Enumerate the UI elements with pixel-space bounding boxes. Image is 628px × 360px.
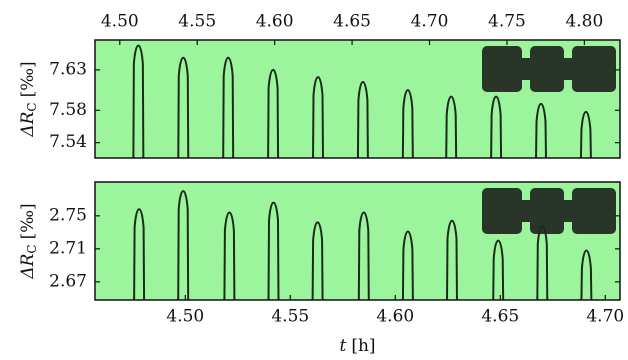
x-tick-label: 4.80 [565, 12, 603, 32]
x-tick-label: 4.65 [333, 12, 371, 32]
x-tick-label: 4.65 [481, 307, 519, 327]
y-tick-label: 2.75 [49, 205, 87, 225]
specimen-inset [482, 188, 616, 234]
x-label-var: t [339, 336, 346, 356]
specimen-band [502, 58, 602, 80]
y-tick-label: 2.67 [49, 271, 87, 291]
x-tick-label: 4.75 [488, 12, 526, 32]
x-tick-label: 4.60 [256, 12, 294, 32]
x-axis-label: t[h] [339, 336, 375, 356]
y-label-sub: C [25, 102, 39, 111]
y-label-unit: [‰] [18, 61, 38, 97]
y-tick-label: 7.54 [49, 132, 87, 152]
x-tick-label: 4.55 [271, 307, 309, 327]
y-tick-label: 7.58 [49, 100, 87, 120]
x-tick-label: 4.60 [376, 307, 414, 327]
x-tick-label: 4.55 [178, 12, 216, 32]
x-tick-label: 4.70 [586, 307, 624, 327]
y-axis-label: ΔRC [‰] [18, 203, 39, 279]
x-label-unit: [h] [351, 336, 375, 356]
x-tick-label: 4.70 [411, 12, 449, 32]
specimen-band [502, 200, 602, 222]
x-tick-label: 4.50 [101, 12, 139, 32]
y-tick-label: 7.63 [49, 59, 87, 79]
y-tick-label: 2.71 [49, 238, 87, 258]
chart: 7.54 7.58 7.63 4.50 4.55 4.60 4.65 4.70 4.75 4.80… [0, 0, 628, 360]
specimen-inset [482, 46, 616, 92]
y-label-main: ΔR [18, 253, 38, 279]
y-label-unit: [‰] [18, 203, 38, 239]
x-tick-label: 4.50 [166, 307, 204, 327]
y-axis-label: ΔRC [‰] [18, 61, 39, 137]
y-label-sub: C [25, 244, 39, 253]
y-label-main: ΔR [18, 111, 38, 137]
